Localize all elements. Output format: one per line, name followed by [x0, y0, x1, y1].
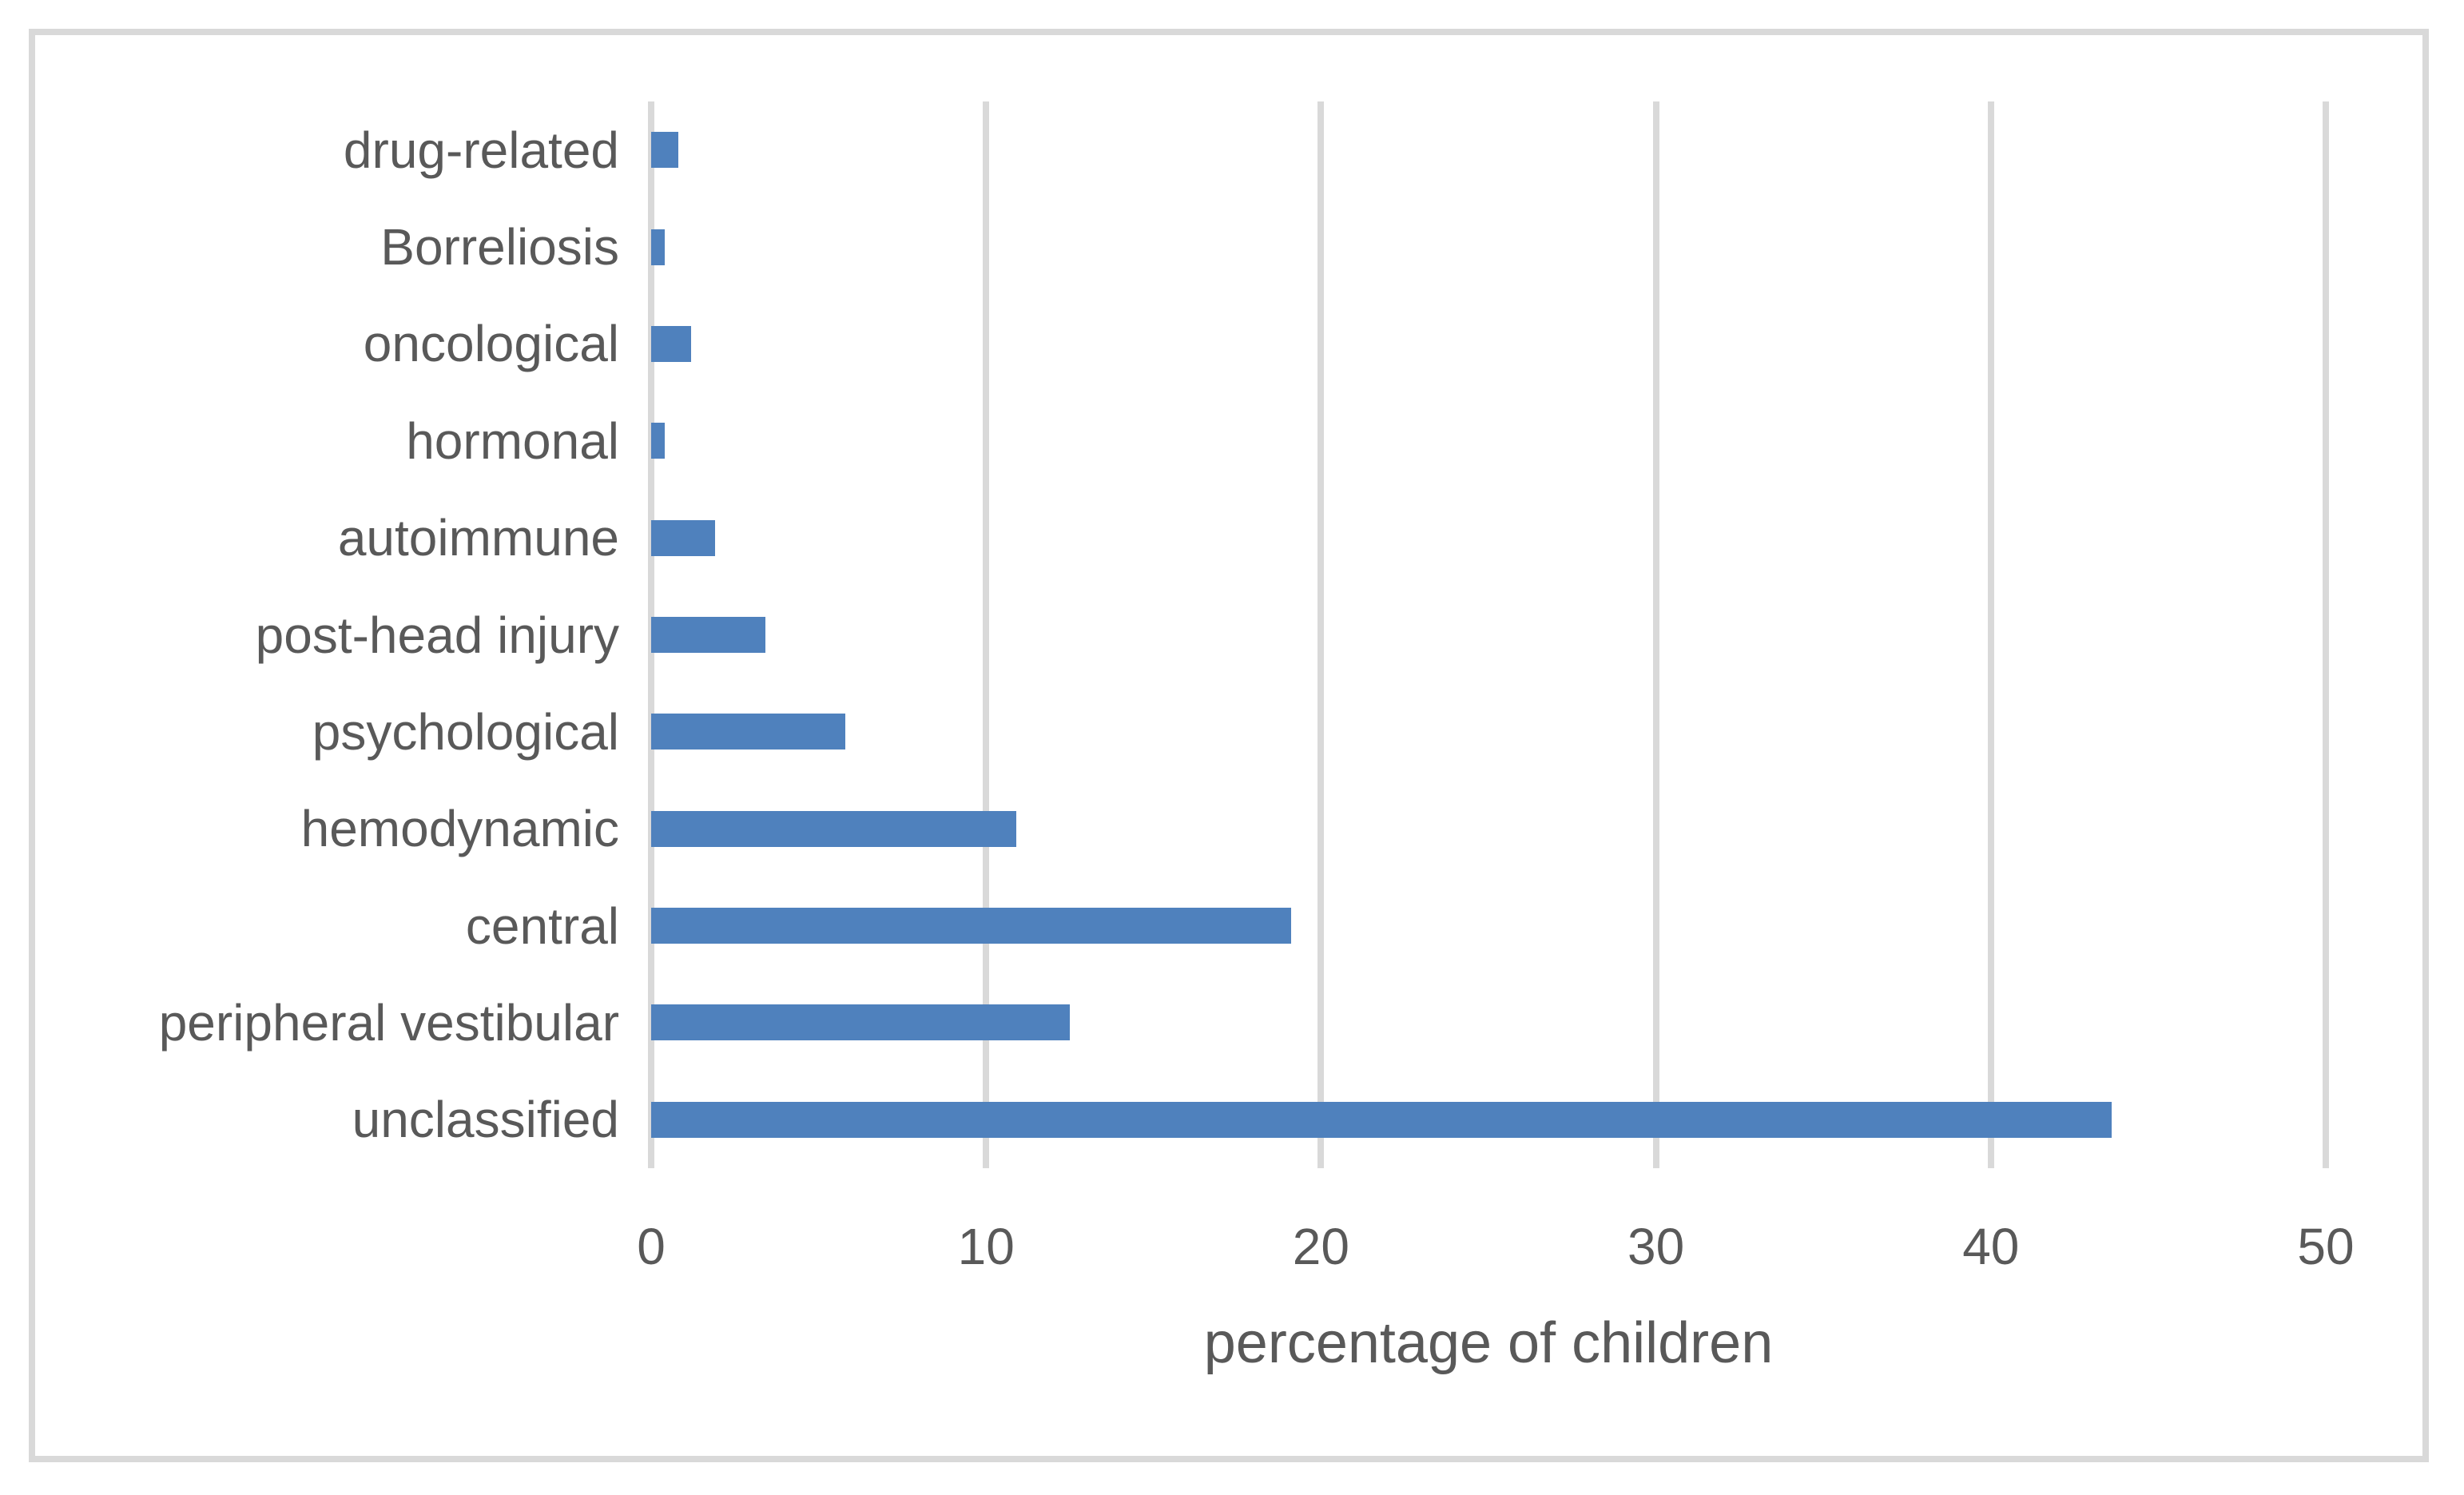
category-label-autoimmune: autoimmune — [337, 509, 619, 567]
bar-psychological — [651, 714, 846, 750]
category-label-oncological: oncological — [363, 315, 619, 373]
plot-area — [648, 101, 2329, 1168]
gridline-40 — [1987, 101, 1994, 1168]
bar-hemodynamic — [651, 810, 1016, 847]
tick-label-10: 10 — [957, 1218, 1015, 1275]
bar-peripheral-vestibular — [651, 1004, 1070, 1041]
tick-label-30: 30 — [1627, 1218, 1685, 1275]
gridline-10 — [983, 101, 990, 1168]
category-label-peripheral-vestibular: peripheral vestibular — [158, 993, 619, 1052]
category-label-borreliosis: Borreliosis — [380, 218, 619, 276]
bar-oncological — [651, 325, 692, 362]
category-label-post-head-injury: post-head injury — [255, 606, 619, 664]
bar-post-head-injury — [651, 617, 765, 653]
gridline-30 — [1652, 101, 1659, 1168]
category-label-unclassified: unclassified — [352, 1091, 619, 1149]
tick-label-0: 0 — [637, 1218, 666, 1275]
bar-unclassified — [651, 1101, 2112, 1138]
bar-autoimmune — [651, 519, 715, 556]
category-label-hormonal: hormonal — [406, 412, 619, 470]
bar-central — [651, 908, 1291, 944]
category-label-hemodynamic: hemodynamic — [300, 800, 619, 858]
category-label-central: central — [465, 897, 619, 955]
gridline-20 — [1317, 101, 1325, 1168]
tick-label-40: 40 — [1962, 1218, 2020, 1275]
bar-hormonal — [651, 423, 665, 459]
bar-drug-related — [651, 132, 678, 169]
x-axis-title: percentage of children — [1203, 1311, 1774, 1375]
tick-label-20: 20 — [1292, 1218, 1349, 1275]
chart-frame-border — [29, 29, 2429, 1462]
gridline-50 — [2323, 101, 2329, 1168]
bar-borreliosis — [651, 229, 665, 265]
category-label-drug-related: drug-related — [343, 121, 619, 179]
category-label-psychological: psychological — [312, 702, 619, 761]
tick-label-50: 50 — [2297, 1218, 2355, 1275]
